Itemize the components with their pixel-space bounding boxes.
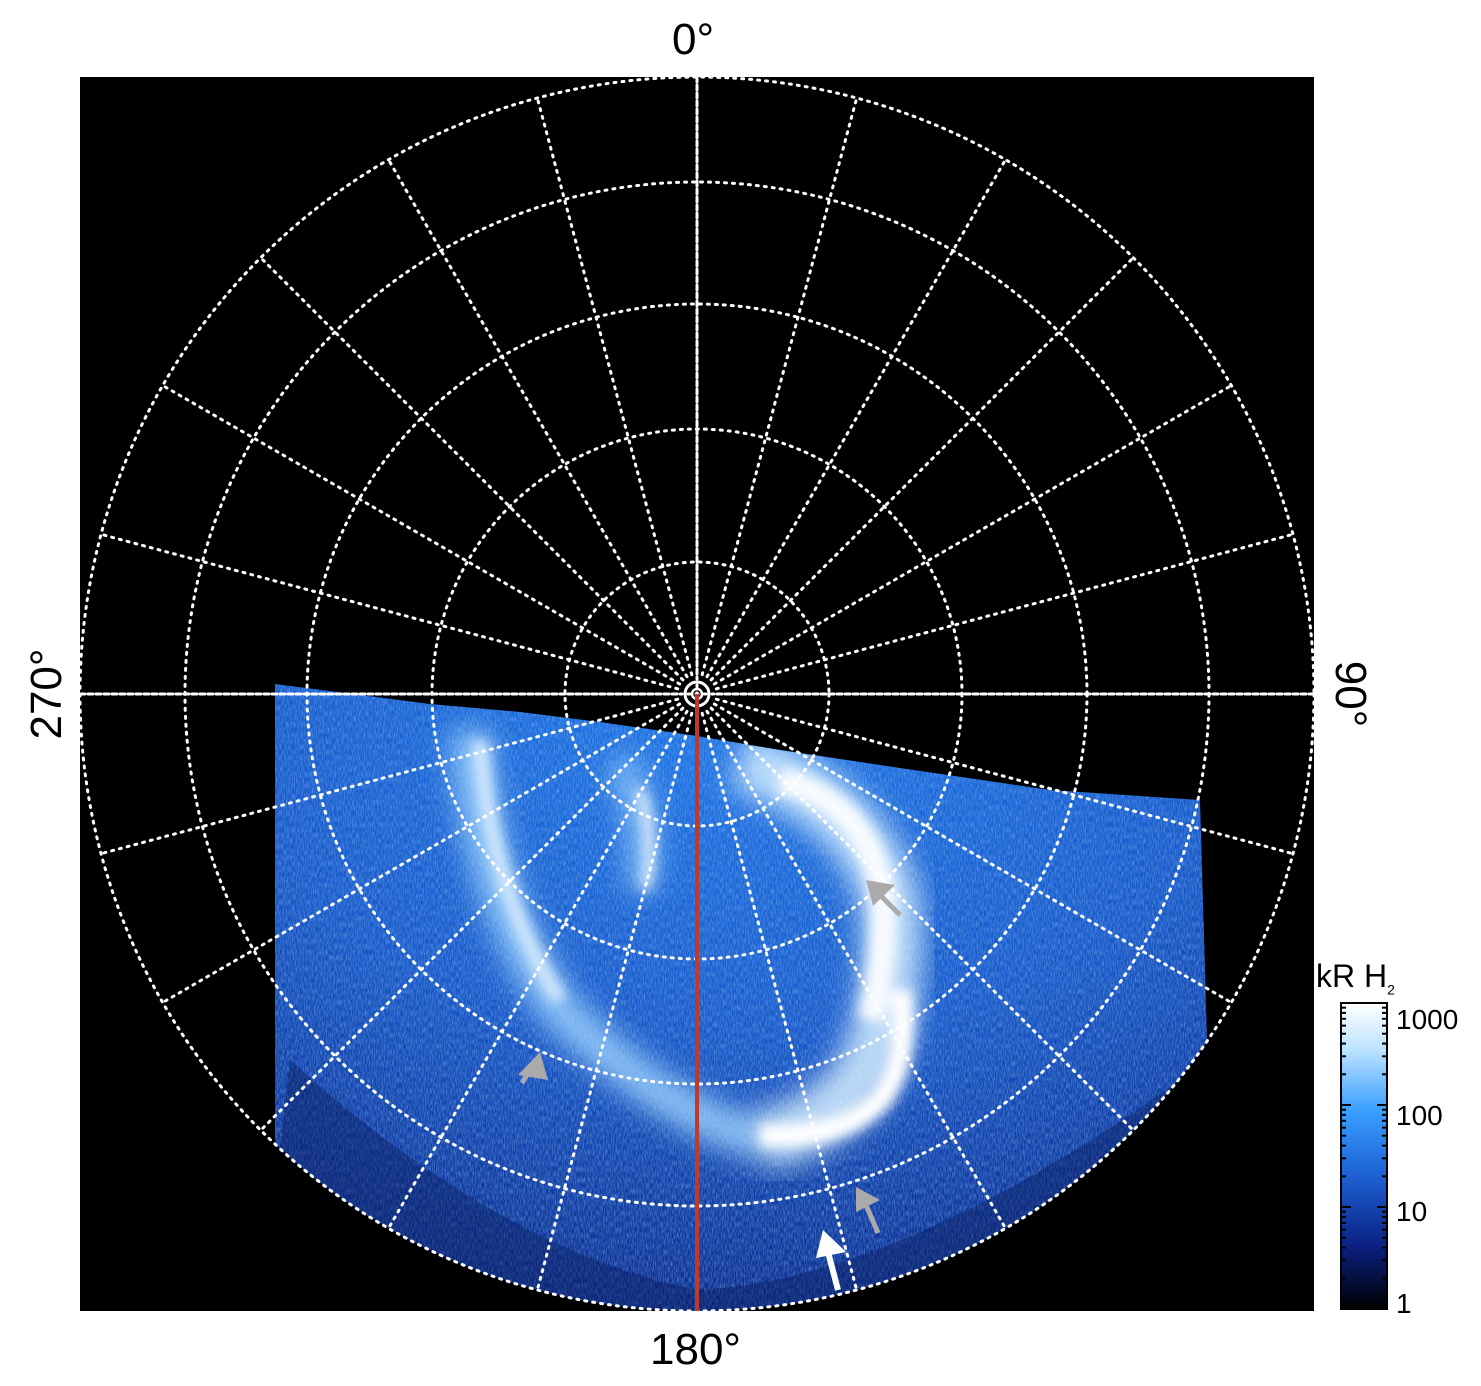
colorbar-tick-100: 100 bbox=[1396, 1100, 1443, 1131]
meridian-15 bbox=[700, 96, 859, 677]
meridian-210 bbox=[387, 709, 689, 1230]
meridian-345 bbox=[535, 96, 694, 677]
meridian-255 bbox=[99, 697, 680, 856]
meridian-60 bbox=[712, 384, 1233, 686]
gray-arrow-upper-right bbox=[866, 880, 902, 917]
azimuth-label-bottom: 180° bbox=[650, 1325, 742, 1374]
meridian-300 bbox=[161, 384, 682, 686]
colorbar-gradient bbox=[1340, 1002, 1388, 1310]
azimuth-label-left: 270° bbox=[22, 648, 71, 740]
meridian-135 bbox=[709, 706, 1135, 1132]
annotation-arrows bbox=[518, 880, 902, 1291]
meridian-30 bbox=[705, 158, 1007, 679]
meridian-195 bbox=[535, 711, 694, 1292]
meridian-75 bbox=[714, 532, 1295, 691]
gray-arrow-lower-right bbox=[856, 1187, 881, 1234]
colorbar-title: kR H2 bbox=[1316, 958, 1395, 998]
colorbar-tick-1000: 1000 bbox=[1396, 1004, 1459, 1035]
meridian-285 bbox=[99, 532, 680, 691]
meridian-330 bbox=[387, 158, 689, 679]
meridian-225 bbox=[259, 706, 685, 1132]
colorbar bbox=[1340, 1002, 1388, 1310]
azimuth-label-top: 0° bbox=[672, 15, 715, 64]
white-arrow-bottom bbox=[816, 1230, 846, 1291]
colorbar-title-subscript: 2 bbox=[1387, 981, 1395, 998]
meridian-105 bbox=[714, 697, 1295, 856]
gray-arrow-left bbox=[518, 1052, 548, 1085]
meridian-240 bbox=[161, 702, 682, 1004]
meridian-45 bbox=[709, 256, 1135, 682]
meridian-315 bbox=[259, 256, 685, 682]
azimuth-label-right: 90° bbox=[1326, 660, 1375, 728]
meridian-150 bbox=[705, 709, 1007, 1230]
meridian-165 bbox=[700, 711, 859, 1292]
colorbar-tick-1: 1 bbox=[1396, 1288, 1412, 1319]
colorbar-tick-10: 10 bbox=[1396, 1196, 1428, 1227]
meridian-120 bbox=[712, 702, 1233, 1004]
